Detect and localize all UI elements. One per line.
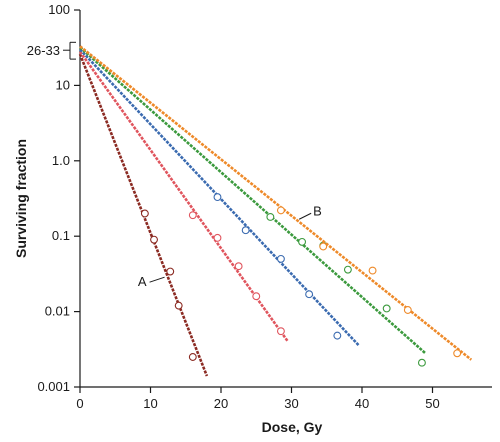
series-4-line (79, 46, 427, 355)
series-2-point (188, 211, 197, 220)
y-bracket-label: 26-33 (27, 43, 60, 58)
series-2-line (78, 50, 290, 343)
series-3-point (276, 254, 285, 263)
series-3-point (241, 226, 250, 235)
series-5-point (453, 349, 462, 358)
axes: 0.001 0.01 0.1 1.0 10 100 0 10 20 30 40 50 26-33 Dose… (13, 2, 492, 435)
series-1 (78, 53, 209, 377)
y-tick-label: 1.0 (52, 153, 70, 168)
series-2-point (213, 233, 222, 242)
series-4-point (343, 265, 352, 274)
annotation-layer: AB (138, 203, 322, 289)
series-1-point (166, 267, 175, 276)
series-2-point (276, 327, 285, 336)
series-5-point (368, 266, 377, 275)
series-1-point (188, 353, 197, 361)
series-1-point (174, 301, 183, 310)
series-1-point (140, 209, 149, 218)
series-5-point (276, 206, 285, 215)
x-axis-title: Dose, Gy (262, 419, 323, 435)
annotation-a: A (138, 274, 147, 289)
series-1-point (150, 235, 158, 244)
series-5-point (319, 242, 328, 251)
series-3-point (213, 193, 222, 202)
x-tick-label: 0 (76, 396, 83, 411)
series-2-point (252, 292, 261, 301)
series-5 (79, 45, 473, 361)
y-tick-label: 10 (56, 77, 70, 92)
y-tick-label: 100 (48, 2, 70, 17)
series-5-point (403, 306, 412, 314)
series-2 (78, 50, 290, 343)
series-3-point (333, 331, 342, 340)
series-4 (79, 46, 427, 367)
annotation-b-leader (298, 212, 312, 220)
series-4-point (298, 237, 307, 246)
x-tick-label: 10 (143, 396, 157, 411)
annotation-b: B (313, 203, 322, 218)
x-tick-label: 40 (355, 396, 369, 411)
x-tick-label: 30 (284, 396, 298, 411)
series-2-point (234, 262, 243, 271)
series-4-point (417, 358, 426, 367)
series-3-point (305, 290, 314, 299)
y-axis-title: Surviving fraction (13, 139, 29, 258)
y-tick-label: 0.001 (37, 379, 70, 394)
series-4-point (266, 213, 275, 221)
annotation-a-leader (149, 276, 165, 283)
x-tick-label: 20 (214, 396, 228, 411)
y-tick-label: 0.1 (52, 228, 70, 243)
series-layer (78, 45, 473, 377)
series-3 (79, 48, 360, 346)
x-tick-label: 50 (425, 396, 439, 411)
series-4-point (382, 304, 391, 313)
y-tick-label: 0.01 (45, 304, 70, 319)
